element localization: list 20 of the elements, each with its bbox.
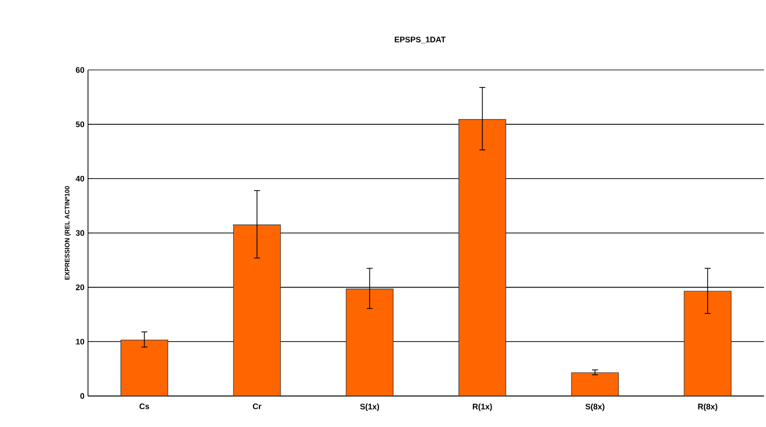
y-tick-label: 30 <box>76 230 84 236</box>
bar <box>684 290 732 396</box>
bar <box>233 224 281 396</box>
y-tick-label: 60 <box>76 67 84 73</box>
x-tick-label: Cr <box>252 404 262 410</box>
y-tick-label: 10 <box>76 338 84 344</box>
x-tick-label: R(8x) <box>698 404 718 411</box>
y-tick-label: 0 <box>80 393 84 399</box>
bar <box>571 372 619 396</box>
chart-title: EPSPS_1DAT <box>394 36 446 44</box>
bar <box>120 340 168 396</box>
x-tick-label: S(1x) <box>360 404 380 411</box>
x-tick-label: Cs <box>140 404 150 410</box>
y-tick-label: 20 <box>76 284 84 290</box>
bar <box>346 288 394 396</box>
y-tick-label: 50 <box>76 122 84 128</box>
bar <box>458 119 506 396</box>
y-tick-label: 40 <box>76 176 84 182</box>
x-tick-label: R(1x) <box>472 404 492 411</box>
x-tick-label: S(8x) <box>585 404 604 411</box>
